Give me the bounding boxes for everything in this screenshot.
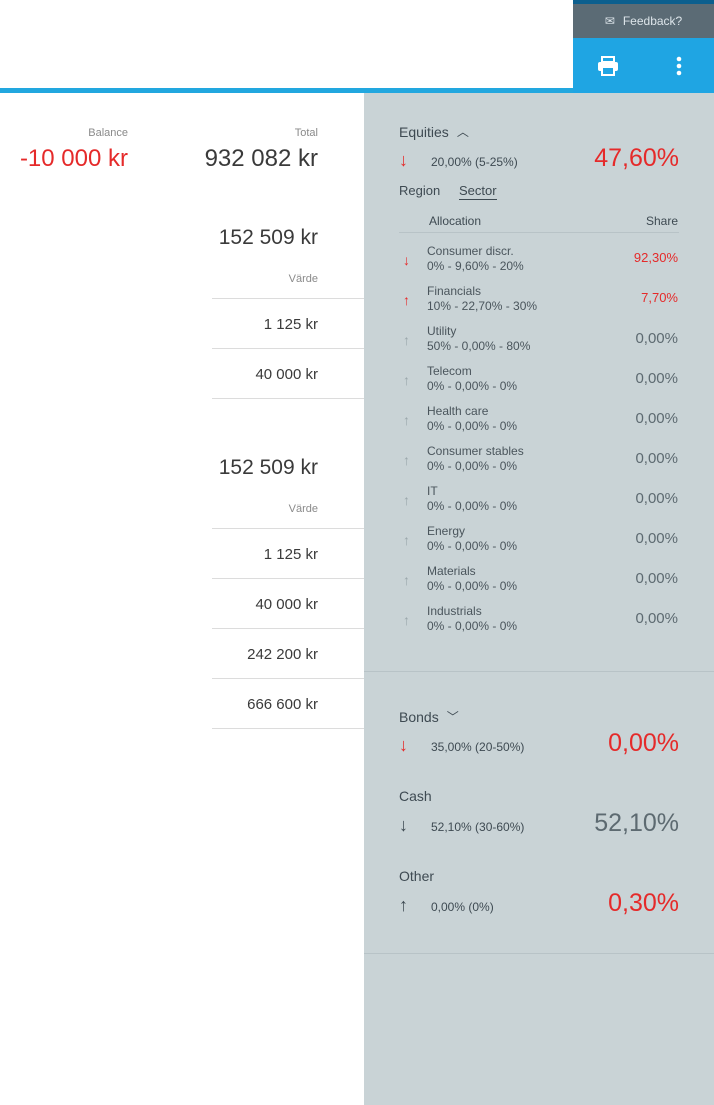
sector-share: 0,00% [635,450,678,467]
arrow-up-icon: ↑ [403,452,410,468]
sector-name: Industrials [427,604,482,618]
feedback-button[interactable]: ✉ Feedback? [573,0,714,38]
print-icon[interactable] [588,46,628,86]
arrow-up-icon: ↑ [399,895,408,915]
arrow-down-icon: ↓ [399,150,408,170]
action-bar [573,38,714,93]
table-row: 40 000 kr [255,366,318,383]
equities-title: Equities [399,123,449,140]
divider [212,678,364,679]
allocation-header: Allocation [429,214,482,228]
arrow-up-icon: ↑ [403,332,410,348]
arrow-up-icon: ↑ [403,372,410,388]
section2-amount: 152 509 kr [218,456,318,479]
arrow-up-icon: ↑ [403,412,410,428]
section1-col-label: Värde [288,273,318,285]
sector-share: 0,00% [635,330,678,347]
sector-range: 0% - 0,00% - 0% [427,579,518,593]
sector-range: 0% - 0,00% - 0% [427,379,518,393]
section1-amount: 152 509 kr [218,226,318,249]
divider [212,578,364,579]
allocation-panel [364,93,714,1105]
arrow-up-icon: ↑ [403,292,410,308]
other-title: Other [399,868,435,884]
sector-share: 0,00% [635,370,678,387]
divider [212,398,364,399]
arrow-up-icon: ↑ [403,492,410,508]
arrow-down-icon: ↓ [399,815,408,835]
sector-share: 0,00% [635,610,678,627]
sector-name: Utility [427,324,457,338]
other-percent: 0,30% [608,889,679,917]
balance-value: -10 000 kr [19,145,128,172]
divider [212,298,364,299]
sector-share: 7,70% [641,290,678,305]
sector-range: 0% - 0,00% - 0% [427,539,518,553]
sector-share: 0,00% [635,530,678,547]
total-value: 932 082 kr [204,145,318,172]
sector-name: Financials [427,284,482,298]
table-row: 666 600 kr [247,696,318,713]
chevron-down-icon: ﹀ [446,710,459,724]
sector-name: Energy [427,524,466,538]
cash-target: 52,10% (30-60%) [431,820,525,834]
cash-percent: 52,10% [594,809,679,837]
total-label: Total [294,127,318,139]
bonds-percent: 0,00% [608,729,679,757]
more-options-icon[interactable] [659,46,699,86]
cash-title: Cash [399,788,432,804]
tab-region[interactable]: Region [399,183,441,198]
section2-col-label: Värde [288,503,318,515]
tab-sector[interactable]: Sector [459,183,497,200]
arrow-down-icon: ↓ [403,252,410,268]
divider [212,628,364,629]
equities-toggle[interactable]: Equities ︿ [399,123,469,140]
balance-label: Balance [88,127,128,139]
sector-range: 0% - 0,00% - 0% [427,499,518,513]
table-row: 40 000 kr [255,596,318,613]
sector-range: 0% - 9,60% - 20% [427,259,524,273]
sector-range: 50% - 0,00% - 80% [427,339,531,353]
mail-icon: ✉ [604,14,615,28]
sector-name: Consumer stables [427,444,524,458]
divider [212,348,364,349]
divider [399,232,679,233]
equities-percent: 47,60% [594,144,679,172]
sector-name: Materials [427,564,476,578]
chevron-up-icon: ︿ [456,125,469,139]
sector-share: 0,00% [635,410,678,427]
other-target: 0,00% (0%) [431,900,494,914]
sector-share: 0,00% [635,570,678,587]
arrow-up-icon: ↑ [403,612,410,628]
sector-range: 0% - 0,00% - 0% [427,459,518,473]
bonds-target: 35,00% (20-50%) [431,740,525,754]
sector-name: Health care [427,404,489,418]
arrow-up-icon: ↑ [403,532,410,548]
divider [212,728,364,729]
sector-name: IT [427,484,438,498]
sector-name: Consumer discr. [427,244,514,258]
share-header: Share [645,214,678,228]
sector-range: 0% - 0,00% - 0% [427,419,518,433]
divider [364,953,714,954]
sector-range: 10% - 22,70% - 30% [427,299,538,313]
table-row: 1 125 kr [263,316,318,333]
sector-share: 92,30% [633,250,678,265]
header-divider [0,88,573,93]
feedback-label: Feedback? [622,14,683,28]
divider [364,671,714,672]
bonds-title: Bonds [399,708,439,725]
sector-name: Telecom [427,364,472,378]
equities-target: 20,00% (5-25%) [431,155,518,169]
sector-range: 0% - 0,00% - 0% [427,619,518,633]
table-row: 1 125 kr [263,546,318,563]
arrow-up-icon: ↑ [403,572,410,588]
arrow-down-icon: ↓ [399,735,408,755]
table-row: 242 200 kr [247,646,318,663]
divider [212,528,364,529]
bonds-toggle[interactable]: Bonds ﹀ [399,708,459,725]
sector-share: 0,00% [635,490,678,507]
